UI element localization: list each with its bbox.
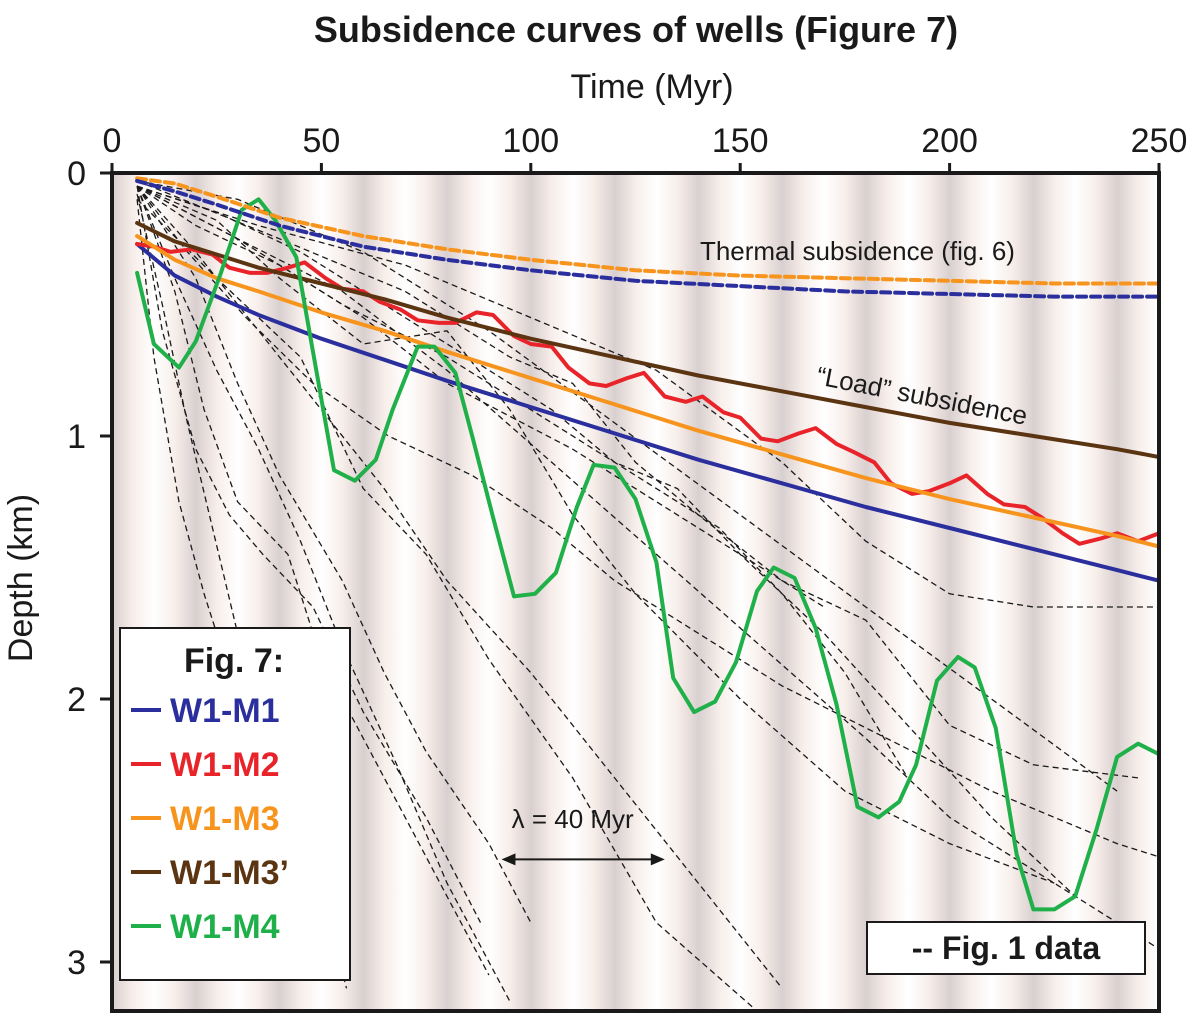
- series-w1-m4: [135, 197, 1159, 912]
- background-stripe: [949, 173, 1034, 1011]
- x-tick-label: 50: [302, 122, 340, 160]
- wavelength-arrow: [501, 853, 665, 866]
- fig1-data-line-8: [136, 180, 1118, 792]
- fig1-data-box-frame: [866, 921, 1146, 975]
- x-axis-label: Time (Myr): [570, 68, 733, 106]
- background-stripe: [447, 173, 532, 1011]
- legend-box: [119, 627, 351, 981]
- y-tick-label: 3: [67, 944, 86, 982]
- y-axis-ticks: 0 1 2 3: [67, 155, 112, 982]
- fig1-data-label: -- Fig. 1 data: [912, 930, 1101, 966]
- chart-title: Subsidence curves of wells (Figure 7): [314, 9, 958, 50]
- x-axis-ticks: 0 50 100 150 200 250: [103, 122, 1188, 173]
- legend-label: W1-M3’: [170, 854, 289, 892]
- background-stripe: [614, 173, 699, 1011]
- background-stripe: [1033, 173, 1118, 1011]
- x-tick-label: 250: [1131, 122, 1188, 160]
- y-axis-label: Depth (km): [2, 494, 40, 662]
- background-stripe: [1117, 173, 1159, 1011]
- fig1-data-line-10: [136, 180, 1139, 779]
- background-stripe: [530, 173, 616, 1011]
- legend-label: W1-M1: [170, 692, 280, 730]
- fig1-data-line-16: [136, 185, 1159, 950]
- series-thermal-subsidence-orange: [135, 176, 1159, 286]
- background-stripe: [782, 173, 867, 1011]
- arrow-head-left: [501, 853, 516, 866]
- x-tick-label: 100: [502, 122, 559, 160]
- series-w1-m1: [135, 242, 1159, 583]
- x-tick-label: 0: [103, 122, 122, 160]
- legend-entries: W1-M1 W1-M2 W1-M3 W1-M3’ W1-M4: [131, 692, 289, 946]
- series-w1-m2: [135, 242, 1159, 546]
- fig1-data-line-17: [136, 185, 909, 779]
- arrow-head-right: [650, 853, 665, 866]
- legend-title: Fig. 7:: [184, 642, 284, 680]
- y-tick-label: 0: [67, 155, 86, 193]
- background-stripe: [112, 173, 113, 1011]
- fig1-data-line-13: [136, 186, 482, 923]
- y-tick-label: 1: [67, 418, 86, 456]
- legend: Fig. 7: W1-M1 W1-M2 W1-M3 W1-M3’ W1-M4: [119, 627, 351, 981]
- background-stripe: [865, 173, 951, 1011]
- thermal-subsidence-annotation: Thermal subsidence (fig. 6): [700, 236, 1015, 266]
- fig1-data-line-7: [136, 185, 1055, 884]
- model-series-lines: [135, 176, 1159, 912]
- fig1-data-line-4: [136, 198, 758, 1011]
- wavelength-annotation: λ = 40 Myr: [512, 804, 634, 834]
- series-w1-m3: [135, 234, 1159, 549]
- x-tick-label: 150: [712, 122, 769, 160]
- series-w1-m3: [135, 221, 1159, 459]
- plot-frame: [110, 171, 1161, 1013]
- fig1-data-line-15: [136, 185, 1159, 858]
- fig1-data-box: -- Fig. 1 data: [866, 921, 1146, 975]
- fig1-data-line-11: [136, 185, 532, 923]
- fig1-data-line-5: [136, 185, 825, 608]
- legend-label: W1-M4: [170, 908, 280, 946]
- y-tick-label: 2: [67, 681, 86, 719]
- background-stripe: [698, 173, 783, 1011]
- legend-label: W1-M3: [170, 800, 280, 838]
- fig1-data-line-2: [136, 185, 511, 1002]
- fig1-data-line-9: [136, 185, 1159, 608]
- x-tick-label: 200: [921, 122, 978, 160]
- legend-label: W1-M2: [170, 746, 280, 784]
- series-thermal-subsidence-blue: [135, 178, 1159, 299]
